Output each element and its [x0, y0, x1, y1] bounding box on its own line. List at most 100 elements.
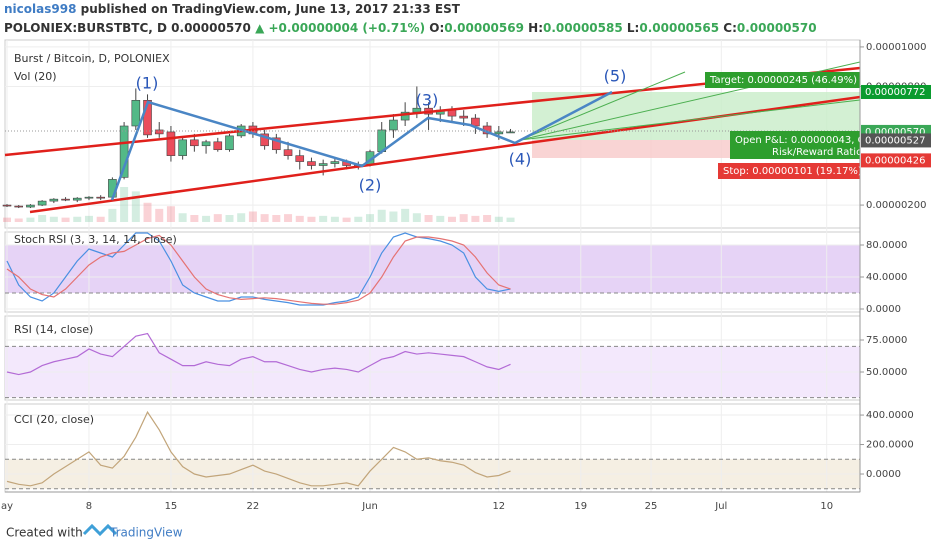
y-tick-label: 400.0000 [866, 410, 914, 421]
volume-bar [190, 215, 199, 222]
volume-bar [155, 208, 164, 222]
y-tick-label: 200.0000 [866, 440, 914, 451]
target-box [705, 72, 860, 88]
y-tick-label: 80.0000 [866, 240, 907, 251]
volume-bar [202, 215, 211, 222]
y-tick-label: 0.0000 [866, 304, 901, 315]
candle-body [283, 149, 293, 156]
price-label: 0.00000570 [865, 127, 925, 138]
drawings: (1) (2) (3) (4) (5) Target: 0.00000245 (… [4, 61, 879, 214]
candle-body [260, 133, 269, 147]
volume-bar [108, 208, 117, 222]
volume-bar [471, 215, 480, 222]
candle-body [225, 135, 234, 151]
volume-bar [401, 208, 410, 222]
candle-body [307, 161, 316, 166]
candle-body [190, 139, 199, 147]
volume-bar [225, 215, 234, 222]
ohlc-value: 0.00000565 [639, 21, 720, 35]
author[interactable]: nicolas998 [4, 2, 77, 16]
volume-bar [389, 211, 398, 222]
x-tick-label: ay [1, 501, 13, 512]
y-tick-label: 0.0000 [866, 469, 901, 480]
x-tick-label: Jul [714, 501, 727, 512]
y-tick-label: 40.0000 [866, 272, 907, 283]
y-tick-label: 0.00000200 [866, 200, 926, 211]
quote-line: POLONIEX:BURSTBTC, D 0.00000570 ▲ +0.000… [4, 19, 817, 38]
footer-text: Created with [6, 526, 83, 540]
candle-body [295, 155, 305, 162]
wave-label: (2) [359, 176, 382, 195]
volume-bar [166, 206, 175, 222]
candle-body [506, 131, 515, 134]
footer-brand[interactable]: TradingView [109, 526, 183, 540]
ohlc-key: O: [429, 21, 445, 35]
candle-body [2, 204, 12, 207]
candle-body [318, 163, 328, 166]
volume-bar [96, 216, 105, 222]
volume-bar [14, 218, 23, 222]
wave-label: (1) [136, 74, 159, 93]
publish-line: nicolas998 published on TradingView.com,… [4, 0, 817, 19]
main-title: Burst / Bitcoin, D, POLONIEX [14, 52, 170, 65]
published: published on TradingView.com, June 13, 2… [80, 2, 460, 16]
price-label-box [861, 133, 931, 148]
candle-body [494, 131, 504, 135]
candle-body [389, 119, 398, 131]
band-fill [5, 245, 860, 293]
price-label-box [861, 84, 931, 99]
volume-bar [412, 213, 421, 222]
fan-line [519, 71, 686, 141]
volume-bar [436, 215, 445, 222]
volume-bar [178, 213, 187, 222]
x-tick-label: 22 [247, 501, 260, 512]
candle-body [119, 125, 129, 178]
wave-label: (3) [416, 91, 439, 110]
candle-body [201, 141, 211, 147]
price-label: 0.00000527 [865, 135, 925, 146]
volume-bar [61, 217, 70, 222]
stop-box [718, 163, 860, 179]
pnl-box [730, 131, 860, 159]
x-tick-label: 12 [492, 501, 505, 512]
volume-bar [377, 209, 386, 222]
volume-bar [354, 216, 363, 222]
volume-bar [319, 215, 328, 222]
panel-title: RSI (14, close) [14, 323, 93, 336]
candle-body [166, 131, 176, 156]
volume-bar [295, 215, 304, 222]
volume-bar [131, 191, 140, 222]
last: 0.00000570 [171, 21, 251, 35]
x-tick-label: 25 [645, 501, 658, 512]
candle-body [14, 205, 24, 208]
marks [2, 86, 515, 487]
panel-title: CCI (20, close) [14, 413, 94, 426]
candle-body [447, 109, 457, 117]
volume-bar [38, 215, 47, 222]
volume-bar [494, 216, 503, 222]
indicator-line [6, 332, 511, 376]
y-tick-label: 75.0000 [866, 335, 907, 346]
volume-bar [26, 217, 35, 222]
volume-bar [49, 216, 58, 222]
y-tick-label: 0.00001000 [866, 42, 926, 53]
candle-body [72, 197, 82, 201]
volume-bar [3, 217, 11, 222]
candle-body [154, 129, 164, 135]
change: ▲ +0.00000004 (+0.71%) [255, 21, 426, 35]
volume-bar [506, 217, 515, 222]
wave-label: (5) [604, 67, 627, 86]
x-tick-label: 19 [574, 501, 587, 512]
y-tick-label: 50.0000 [866, 367, 907, 378]
candle-body [37, 200, 47, 206]
fan-line [519, 99, 861, 141]
candle-body [84, 196, 94, 199]
volume-bar [342, 217, 351, 222]
volume-bar [366, 214, 375, 222]
volume-bar [237, 213, 246, 222]
x-tick-label: 8 [86, 501, 92, 512]
pnl-label: Open P&L: 0.00000043, Qt [735, 135, 870, 146]
candle-body [330, 161, 340, 164]
